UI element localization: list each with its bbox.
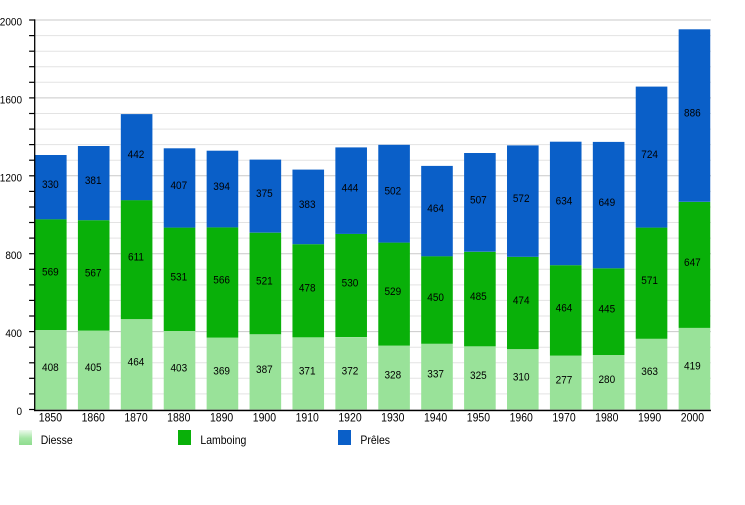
svg-text:1890: 1890	[210, 412, 233, 425]
svg-text:Prêles: Prêles	[360, 434, 390, 447]
svg-text:464: 464	[556, 302, 573, 315]
svg-text:403: 403	[170, 362, 187, 375]
svg-text:502: 502	[384, 185, 401, 198]
svg-text:464: 464	[128, 356, 145, 369]
svg-text:507: 507	[470, 194, 487, 207]
svg-text:445: 445	[598, 303, 615, 316]
svg-text:1970: 1970	[552, 412, 575, 425]
svg-text:571: 571	[641, 275, 658, 288]
svg-text:1920: 1920	[338, 412, 361, 425]
svg-text:Diesse: Diesse	[41, 434, 73, 447]
svg-text:464: 464	[427, 203, 444, 216]
svg-text:478: 478	[299, 282, 316, 295]
svg-text:567: 567	[85, 267, 102, 280]
svg-text:372: 372	[342, 365, 359, 378]
svg-text:405: 405	[85, 362, 102, 375]
svg-text:277: 277	[556, 374, 573, 387]
svg-text:1200: 1200	[0, 172, 22, 185]
svg-text:1900: 1900	[253, 412, 276, 425]
svg-text:1950: 1950	[467, 412, 490, 425]
svg-text:363: 363	[641, 366, 658, 379]
svg-text:369: 369	[213, 365, 230, 378]
svg-text:572: 572	[513, 193, 530, 206]
svg-text:330: 330	[42, 179, 59, 192]
svg-text:0: 0	[16, 406, 22, 419]
svg-text:337: 337	[427, 368, 444, 381]
svg-text:1930: 1930	[381, 412, 404, 425]
svg-text:325: 325	[470, 369, 487, 382]
svg-text:634: 634	[556, 195, 573, 208]
svg-text:1880: 1880	[167, 412, 190, 425]
svg-text:Lamboing: Lamboing	[200, 434, 246, 447]
svg-text:531: 531	[170, 271, 187, 284]
svg-text:407: 407	[170, 180, 187, 193]
svg-text:724: 724	[641, 149, 658, 162]
svg-text:1940: 1940	[424, 412, 447, 425]
svg-text:408: 408	[42, 361, 59, 374]
svg-text:442: 442	[128, 149, 145, 162]
svg-text:1850: 1850	[39, 412, 62, 425]
svg-text:649: 649	[598, 197, 615, 210]
svg-text:1860: 1860	[82, 412, 105, 425]
svg-text:1990: 1990	[638, 412, 661, 425]
svg-text:383: 383	[299, 198, 316, 211]
svg-text:419: 419	[684, 360, 701, 373]
svg-text:371: 371	[299, 365, 316, 378]
svg-text:569: 569	[42, 266, 59, 279]
svg-text:485: 485	[470, 291, 487, 304]
svg-text:647: 647	[684, 256, 701, 269]
svg-text:1960: 1960	[510, 412, 533, 425]
svg-text:1910: 1910	[296, 412, 319, 425]
svg-text:400: 400	[5, 328, 22, 341]
svg-text:1600: 1600	[0, 94, 22, 107]
svg-text:1980: 1980	[595, 412, 618, 425]
svg-text:450: 450	[427, 292, 444, 305]
svg-text:394: 394	[213, 181, 230, 194]
svg-text:800: 800	[5, 250, 22, 263]
svg-text:444: 444	[342, 182, 359, 195]
svg-text:2000: 2000	[681, 412, 704, 425]
svg-text:375: 375	[256, 188, 273, 201]
svg-text:529: 529	[384, 286, 401, 299]
svg-text:474: 474	[513, 295, 530, 308]
svg-text:381: 381	[85, 175, 102, 188]
svg-text:387: 387	[256, 363, 273, 376]
svg-text:2000: 2000	[0, 16, 22, 29]
svg-text:530: 530	[342, 277, 359, 290]
svg-text:328: 328	[384, 369, 401, 382]
svg-text:886: 886	[684, 107, 701, 120]
svg-text:521: 521	[256, 275, 273, 288]
svg-text:566: 566	[213, 274, 230, 287]
svg-text:310: 310	[513, 371, 530, 384]
svg-text:611: 611	[128, 251, 144, 264]
svg-text:1870: 1870	[124, 412, 147, 425]
svg-text:280: 280	[598, 374, 615, 387]
